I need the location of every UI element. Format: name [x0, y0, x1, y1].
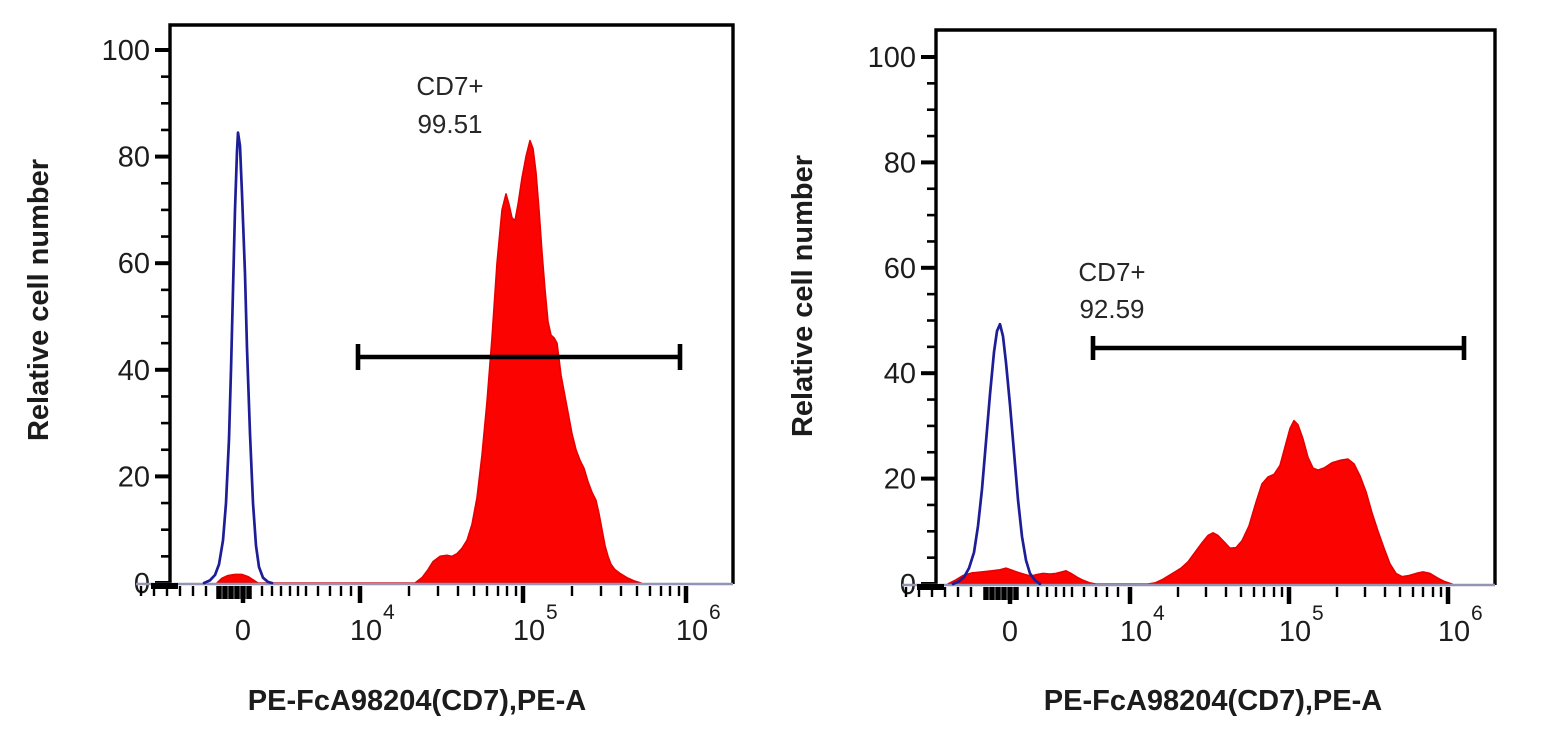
gate-CD7+: CD7+ 92.59 [1078, 257, 1467, 360]
axis-corner-bar [917, 584, 944, 590]
gate-CD7+: CD7+ 99.51 [355, 71, 683, 370]
x-axis-title: PE-FcA98204(CD7),PE-A [248, 685, 586, 717]
x-tick-exponent: 5 [1312, 602, 1324, 625]
x-tick-label: 10 [676, 615, 708, 647]
x-tick-label: 0 [1002, 616, 1018, 648]
gate-name-label: CD7+ [416, 71, 483, 101]
y-tick-label: 60 [884, 253, 916, 285]
y-tick-label: 80 [884, 147, 916, 179]
x-tick-label: 10 [1120, 616, 1152, 648]
y-tick-label: 20 [884, 464, 916, 496]
y-tick-label: 100 [868, 42, 916, 74]
x-tick-label: 0 [235, 615, 251, 647]
plot-border [168, 23, 735, 587]
x-tick-exponent: 4 [383, 601, 395, 624]
x-tick-exponent: 6 [709, 601, 721, 624]
x-tick-exponent: 6 [1471, 602, 1483, 625]
gate-percent-label: 92.59 [1079, 294, 1144, 324]
series-CD7-PE-stained [216, 139, 642, 584]
series-CD7-PE-stained [947, 419, 1453, 585]
series-unstained-control [202, 131, 274, 585]
y-tick-label: 40 [118, 355, 150, 387]
x-tick-label: 10 [350, 615, 382, 647]
x-tick-exponent: 4 [1153, 602, 1165, 625]
y-tick-label: 20 [118, 461, 150, 493]
series-unstained-control [951, 322, 1042, 586]
x-axis-title: PE-FcA98204(CD7),PE-A [1044, 685, 1382, 717]
x-tick-label: 10 [513, 615, 545, 647]
y-tick-label: 40 [884, 358, 916, 390]
y-tick-label: 80 [118, 142, 150, 174]
x-tick-exponent: 5 [546, 601, 558, 624]
y-tick-label: 100 [102, 35, 150, 67]
gate-name-label: CD7+ [1078, 257, 1145, 287]
y-axis-title: Relative cell number [787, 155, 819, 437]
gate-percent-label: 99.51 [417, 109, 482, 139]
axis-corner-bar [151, 583, 178, 589]
y-tick-label: 60 [118, 248, 150, 280]
x-tick-label: 10 [1279, 616, 1311, 648]
x-tick-label: 10 [1438, 616, 1470, 648]
plot-border [934, 28, 1497, 588]
y-axis-title: Relative cell number [23, 159, 55, 441]
